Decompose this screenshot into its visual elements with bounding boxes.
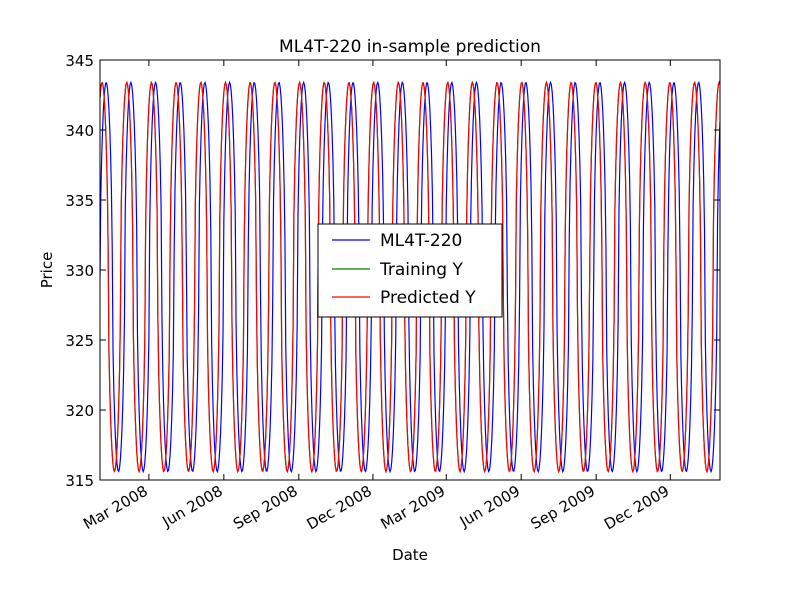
legend-label-training-y: Training Y [379,260,463,280]
y-tick-label: 315 [65,472,94,490]
series-line-predicted-y [100,80,720,474]
x-tick-label: Sep 2009 [527,482,598,533]
legend-label-predicted-y: Predicted Y [380,288,476,308]
chart-title: ML4T-220 in-sample prediction [279,37,541,57]
x-axis-label: Date [392,546,428,564]
y-tick-label: 320 [65,402,94,420]
x-tick-label: Dec 2008 [304,482,375,534]
x-tick-label: Jun 2008 [158,482,225,531]
series-line-ml4t-220 [100,80,720,474]
x-tick-label: Mar 2009 [378,482,449,533]
y-tick-label: 345 [65,52,94,70]
x-tick-label: Sep 2008 [230,482,301,533]
y-axis-label: Price [38,252,56,289]
x-tick-label: Jun 2009 [456,482,523,531]
y-tick-label: 330 [65,262,94,280]
y-tick-label: 335 [65,192,94,210]
y-tick-label: 325 [65,332,94,350]
legend: ML4T-220 Training Y Predicted Y [317,223,503,318]
legend-label-ml4t-220: ML4T-220 [380,231,462,251]
x-tick-label: Dec 2009 [601,482,672,534]
y-tick-label: 340 [65,122,94,140]
